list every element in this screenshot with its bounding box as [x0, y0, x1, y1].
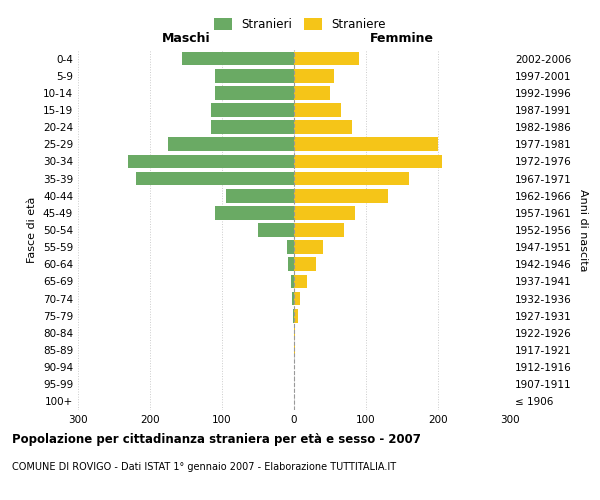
Bar [226, 189, 294, 202]
Y-axis label: Fasce di età: Fasce di età [28, 197, 37, 263]
Bar [294, 258, 316, 271]
Bar [136, 172, 294, 185]
Bar [215, 69, 294, 82]
Bar [287, 240, 294, 254]
Bar [294, 223, 344, 237]
Text: COMUNE DI ROVIGO - Dati ISTAT 1° gennaio 2007 - Elaborazione TUTTITALIA.IT: COMUNE DI ROVIGO - Dati ISTAT 1° gennaio… [12, 462, 396, 472]
Bar [294, 309, 298, 322]
Bar [294, 343, 295, 357]
Bar [215, 86, 294, 100]
Bar [293, 309, 294, 322]
Bar [294, 172, 409, 185]
Bar [211, 103, 294, 117]
Text: Maschi: Maschi [161, 32, 211, 45]
Bar [294, 240, 323, 254]
Text: Femmine: Femmine [370, 32, 434, 45]
Bar [294, 86, 330, 100]
Bar [294, 189, 388, 202]
Bar [294, 69, 334, 82]
Y-axis label: Anni di nascita: Anni di nascita [578, 188, 588, 271]
Bar [294, 206, 355, 220]
Bar [294, 292, 300, 306]
Bar [294, 138, 438, 151]
Bar [168, 138, 294, 151]
Bar [294, 154, 442, 168]
Bar [215, 206, 294, 220]
Bar [294, 120, 352, 134]
Bar [288, 258, 294, 271]
Bar [182, 52, 294, 66]
Bar [128, 154, 294, 168]
Bar [294, 274, 307, 288]
Legend: Stranieri, Straniere: Stranieri, Straniere [209, 14, 391, 36]
Bar [211, 120, 294, 134]
Bar [258, 223, 294, 237]
Bar [292, 292, 294, 306]
Bar [291, 274, 294, 288]
Bar [294, 326, 295, 340]
Bar [294, 103, 341, 117]
Bar [294, 52, 359, 66]
Text: Popolazione per cittadinanza straniera per età e sesso - 2007: Popolazione per cittadinanza straniera p… [12, 432, 421, 446]
